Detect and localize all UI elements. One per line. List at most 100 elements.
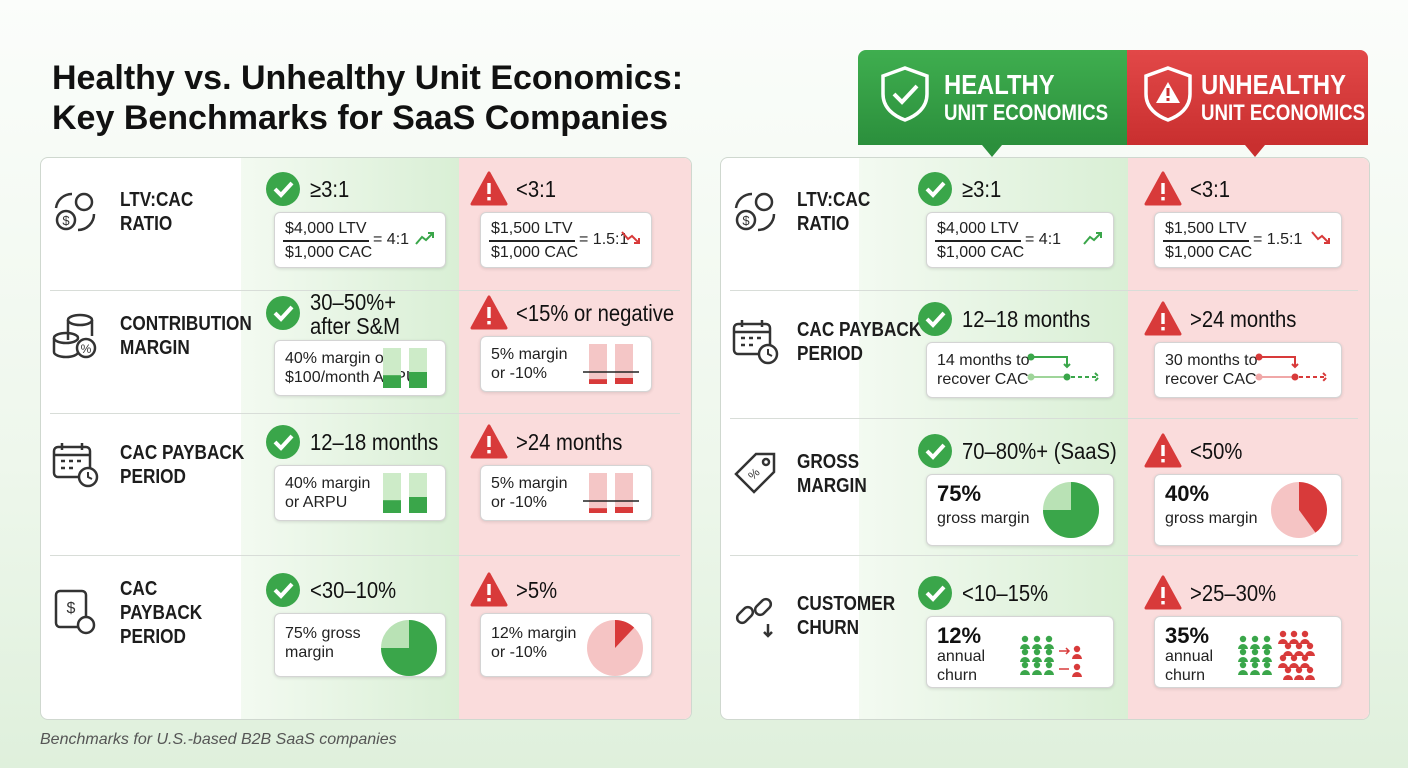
- note-line: gross margin: [1165, 510, 1258, 527]
- denominator: $1,000 CAC: [1165, 244, 1253, 261]
- label-line: PERIOD: [797, 343, 863, 365]
- check-icon: [918, 172, 952, 206]
- note-line: 40% margin: [285, 475, 371, 492]
- ratio-box: $4,000 LTV $1,000 CAC = 4:1: [926, 212, 1114, 268]
- label-line: RATIO: [120, 213, 173, 235]
- pie-chart: [587, 620, 643, 676]
- row-separator: [50, 413, 680, 414]
- note-line: recover CAC: [1165, 371, 1257, 388]
- warning-icon: [1144, 171, 1182, 206]
- ratio-box: $1,500 LTV $1,000 CAC = 1.5:1: [480, 212, 652, 268]
- benchmark: <3:1: [1190, 177, 1230, 201]
- label-line: CHURN: [797, 617, 860, 639]
- check-icon: [918, 302, 952, 336]
- numerator: $4,000 LTV: [285, 220, 367, 237]
- healthy-header: HEALTHY UNIT ECONOMICS: [858, 50, 1127, 157]
- svg-text:%: %: [81, 342, 92, 356]
- check-icon: [266, 172, 300, 206]
- metric-label: CAC PAYBACK PERIOD: [797, 318, 921, 366]
- benchmark-line: after S&M: [310, 313, 400, 339]
- pie-chart: [1043, 482, 1099, 538]
- mini-bars: [383, 348, 427, 388]
- result: = 1.5:1: [1253, 231, 1303, 248]
- benchmark-line: 30–50%+: [310, 289, 397, 315]
- note-box: 40% margin on $100/month ARPU: [274, 340, 446, 396]
- note-box: 5% margin or -10%: [480, 336, 652, 392]
- fraction-line: [489, 240, 575, 242]
- benchmark-line: >25–30%: [1190, 580, 1277, 606]
- warning-icon: [1144, 301, 1182, 336]
- metric-icon: $: [734, 192, 776, 232]
- check-icon: [266, 296, 300, 330]
- check-icon: [266, 573, 300, 607]
- note-line: 40% margin on: [285, 350, 393, 367]
- note-line: or -10%: [491, 365, 548, 382]
- denominator: $1,000 CAC: [491, 244, 579, 261]
- benchmark: 30–50%+ after S&M: [310, 290, 400, 338]
- note-box: 14 months to recover CAC: [926, 342, 1114, 398]
- benchmark-line: <50%: [1190, 438, 1243, 464]
- metric-icon: [735, 597, 773, 638]
- trend-arrow: [415, 232, 434, 245]
- benchmark: 12–18 months: [310, 430, 438, 454]
- ratio-box: $4,000 LTV $1,000 CAC = 4:1: [274, 212, 446, 268]
- note-line: gross margin: [937, 510, 1030, 527]
- note-line: recover CAC: [937, 371, 1029, 388]
- footer: Benchmarks for U.S.-based B2B SaaS compa…: [40, 731, 397, 748]
- fraction-line: [935, 240, 1021, 242]
- shield-icon: [881, 66, 929, 122]
- stat: 12%: [937, 623, 982, 648]
- stat-box: 40% gross margin: [1154, 474, 1342, 546]
- timeline-arrow: [1255, 353, 1329, 382]
- note-line: annual: [937, 648, 986, 665]
- label-line: LTV:CAC: [797, 189, 871, 211]
- metric-icon: [52, 443, 99, 488]
- label-line: PAYBACK: [120, 602, 203, 624]
- row-separator: [730, 290, 1358, 291]
- header-line: HEALTHY: [944, 69, 1055, 100]
- numerator: $1,500 LTV: [1165, 220, 1247, 237]
- benchmark-line: >5%: [516, 577, 558, 603]
- benchmark-line: 70–80%+ (SaaS): [962, 438, 1117, 464]
- note-line: churn: [937, 667, 978, 684]
- svg-text:$: $: [67, 600, 76, 617]
- benchmark-line: <15% or negative: [516, 300, 675, 326]
- note-line: 75% gross: [285, 625, 361, 642]
- row-separator: [730, 418, 1358, 419]
- note-line: 30 months to: [1165, 352, 1258, 369]
- benchmark: 70–80%+ (SaaS): [962, 439, 1117, 463]
- note-line: 12% margin: [491, 625, 577, 642]
- metric-label: LTV:CAC RATIO: [120, 188, 193, 236]
- ratio-box: $1,500 LTV $1,000 CAC = 1.5:1: [1154, 212, 1342, 268]
- note-line: 14 months to: [937, 352, 1030, 369]
- label-line: CAC: [120, 578, 158, 600]
- benchmark-line: 12–18 months: [962, 306, 1091, 332]
- header-text: HEALTHY UNIT ECONOMICS: [944, 70, 1108, 126]
- metric-icon: $: [54, 589, 96, 635]
- note: 14 months to recover CAC: [937, 351, 1030, 389]
- label-line: CONTRIBUTION: [120, 313, 252, 335]
- note: 5% margin or -10%: [491, 345, 567, 383]
- benchmark-line: <10–15%: [962, 580, 1049, 606]
- title-line: Key Benchmarks for SaaS Companies: [52, 99, 669, 137]
- mini-bars: [583, 473, 639, 513]
- fraction-line: [1163, 240, 1249, 242]
- numerator: $1,500 LTV: [491, 220, 573, 237]
- metric-icon: %: [734, 452, 776, 494]
- benchmark-line: >24 months: [516, 429, 623, 455]
- benchmark-line: <3:1: [1190, 176, 1230, 202]
- warning-icon: [1144, 433, 1182, 468]
- note-box: 5% margin or -10%: [480, 465, 652, 521]
- benchmark-line: <3:1: [516, 176, 556, 202]
- trend-arrow: [621, 231, 640, 244]
- metric-label: LTV:CAC RATIO: [797, 188, 870, 236]
- benchmark-line: <30–10%: [310, 577, 397, 603]
- stat-box: 12% annual churn: [926, 616, 1114, 688]
- note-box: 12% margin or -10%: [480, 613, 652, 677]
- warning-icon: [470, 424, 508, 459]
- header-text: UNHEALTHY UNIT ECONOMICS: [1201, 70, 1365, 126]
- svg-text:$: $: [62, 213, 70, 228]
- benchmark: >24 months: [1190, 307, 1296, 331]
- stat-box: 75% gross margin: [926, 474, 1114, 546]
